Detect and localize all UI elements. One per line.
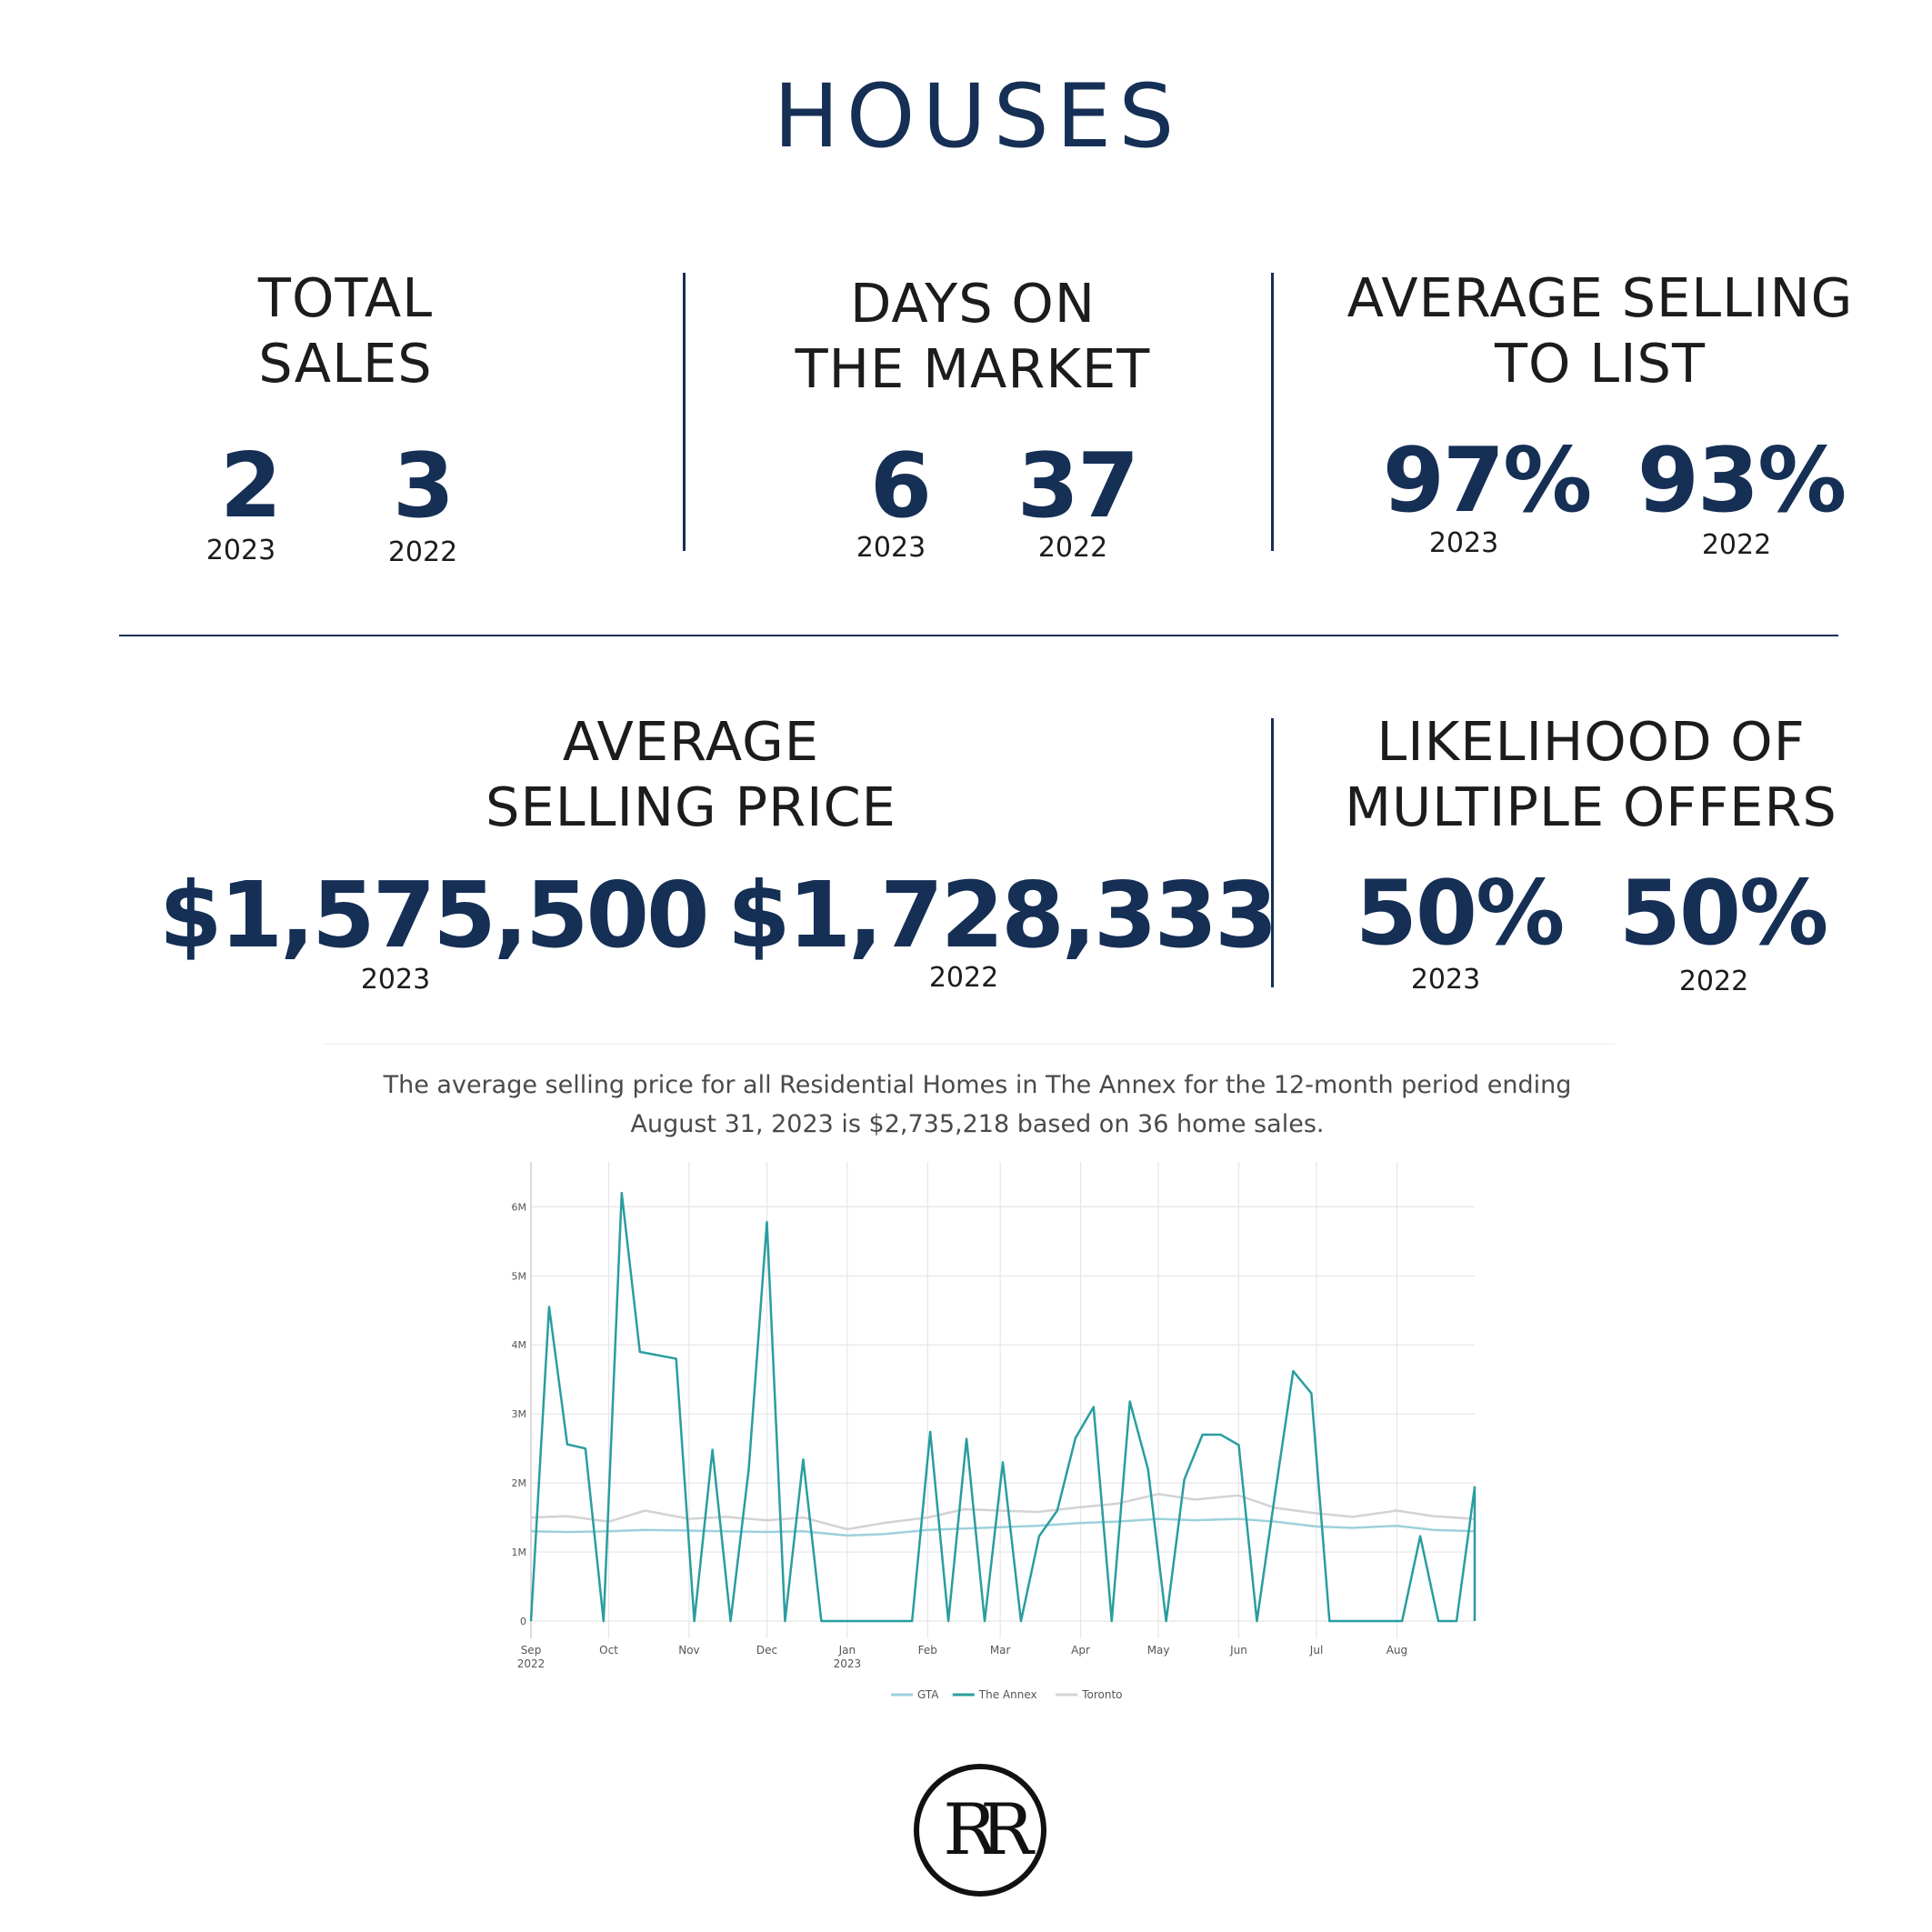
chart-caption: The average selling price for all Reside… (273, 1066, 1682, 1144)
multiple-offers-label-line1: LIKELIHOOD OF (1376, 710, 1806, 773)
avg-selling-to-list-2023-value: 97% (1382, 429, 1593, 533)
total-sales-2023-year: 2023 (205, 535, 276, 566)
days-on-market-label-line2: THE MARKET (795, 337, 1151, 400)
avg-selling-price-label: AVERAGE SELLING PRICE (436, 709, 946, 840)
days-on-market-label: DAYS ON THE MARKET (746, 271, 1200, 402)
days-on-market-2022-year: 2022 (1037, 532, 1108, 564)
days-on-market-label-line1: DAYS ON (850, 272, 1096, 335)
multiple-offers-2022-value: 50% (1618, 862, 1829, 966)
days-on-market-2023-year: 2023 (856, 532, 926, 564)
divider-1 (683, 273, 686, 551)
divider-3 (1271, 718, 1274, 987)
series-line-gta (530, 1517, 1476, 1537)
caption-line1: The average selling price for all Reside… (383, 1071, 1572, 1099)
avg-selling-price-2023-value: $1,575,500 (159, 862, 710, 968)
x-tick-label-oct: Oct (599, 1644, 618, 1657)
y-tick-label-2M: 2M (512, 1477, 527, 1489)
y-tick-label-3M: 3M (512, 1408, 527, 1420)
legend-label-toronto: Toronto (1081, 1688, 1122, 1701)
total-sales-2022-value: 3 (392, 435, 455, 538)
total-sales-2023-value: 2 (219, 435, 282, 538)
avg-selling-to-list-2022-year: 2022 (1701, 529, 1772, 561)
x-tick-label-nov: Nov (678, 1644, 699, 1657)
avg-selling-price-2022-year: 2022 (928, 962, 999, 994)
avg-selling-to-list-2023-year: 2023 (1428, 527, 1499, 559)
y-tick-label-6M: 6M (512, 1201, 527, 1213)
avg-selling-to-list-2022-value: 93% (1637, 429, 1847, 533)
caption-rule (324, 1044, 1615, 1045)
divider-2 (1271, 273, 1274, 551)
days-on-market-2022-value: 37 (1016, 435, 1139, 538)
total-sales-label-line2: SALES (258, 332, 433, 395)
x-tick-sublabel-2022: 2022 (517, 1657, 546, 1670)
avg-selling-to-list-label-line2: TO LIST (1495, 332, 1706, 395)
multiple-offers-2023-year: 2023 (1410, 964, 1481, 996)
total-sales-2022-year: 2022 (387, 536, 458, 568)
avg-selling-price-2023-year: 2023 (360, 964, 431, 996)
series-line-the-annex (529, 1191, 1477, 1623)
avg-selling-price-label-line2: SELLING PRICE (486, 776, 896, 838)
x-tick-label-jul: Jul (1309, 1644, 1323, 1657)
x-tick-label-sep: Sep (521, 1644, 542, 1657)
x-tick-label-may: May (1147, 1644, 1170, 1657)
x-tick-sublabel-2023: 2023 (834, 1657, 862, 1670)
avg-selling-to-list-label-line1: AVERAGE SELLING (1346, 266, 1854, 329)
avg-selling-to-list-label: AVERAGE SELLING TO LIST (1336, 265, 1864, 396)
section-divider (119, 635, 1838, 636)
x-tick-label-jan: Jan (838, 1644, 856, 1657)
page-title: HOUSES (773, 65, 1182, 167)
x-tick-label-mar: Mar (990, 1644, 1011, 1657)
caption-line2: August 31, 2023 is $2,735,218 based on 3… (630, 1110, 1325, 1138)
series-line-toronto (530, 1493, 1476, 1531)
days-on-market-2023-value: 6 (869, 435, 932, 538)
x-tick-label-aug: Aug (1386, 1644, 1407, 1657)
brand-logo: RR (914, 1764, 1048, 1897)
y-tick-label-0: 0 (520, 1616, 526, 1627)
multiple-offers-label-line2: MULTIPLE OFFERS (1345, 776, 1837, 838)
x-tick-label-apr: Apr (1071, 1644, 1090, 1657)
x-tick-label-feb: Feb (918, 1644, 937, 1657)
chart-grid (530, 1162, 1475, 1638)
multiple-offers-2023-value: 50% (1355, 862, 1566, 966)
legend-label-gta: GTA (917, 1688, 939, 1701)
chart-legend: GTA The Annex Toronto (891, 1688, 1122, 1701)
chart-series (529, 1191, 1477, 1623)
avg-selling-price-label-line1: AVERAGE (562, 710, 820, 773)
logo-ring (914, 1764, 1046, 1897)
total-sales-label: TOTAL SALES (159, 265, 532, 396)
avg-selling-price-2022-value: $1,728,333 (727, 862, 1278, 968)
x-tick-label-dec: Dec (756, 1644, 777, 1657)
y-tick-label-1M: 1M (512, 1547, 527, 1558)
total-sales-label-line1: TOTAL (257, 266, 434, 329)
y-tick-label-4M: 4M (512, 1339, 527, 1351)
logo-glyph: RR (943, 1789, 1036, 1871)
x-tick-label-jun: Jun (1229, 1644, 1247, 1657)
multiple-offers-2022-year: 2022 (1678, 966, 1749, 997)
y-tick-label-5M: 5M (512, 1270, 527, 1282)
legend-label-the-annex: The Annex (978, 1688, 1037, 1701)
multiple-offers-label: LIKELIHOOD OF MULTIPLE OFFERS (1327, 709, 1855, 840)
